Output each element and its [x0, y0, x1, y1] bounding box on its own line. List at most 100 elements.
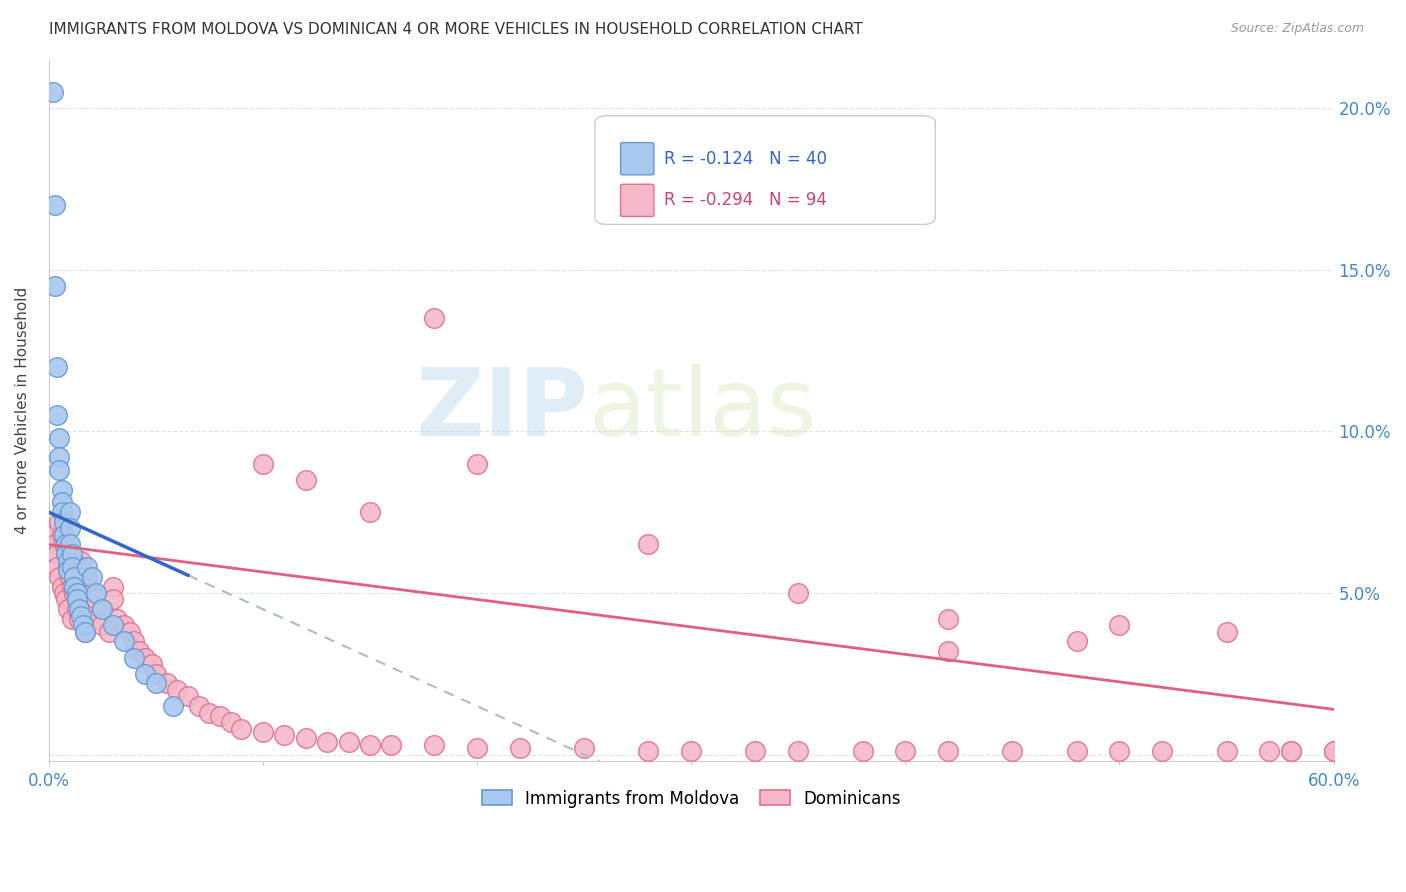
Legend: Immigrants from Moldova, Dominicans: Immigrants from Moldova, Dominicans — [474, 781, 908, 816]
Point — [65, 586, 87, 600]
Point — [84, 612, 107, 626]
Point — [219, 715, 242, 730]
Point — [56, 560, 79, 574]
Point — [72, 612, 94, 626]
Point — [55, 547, 77, 561]
Point — [101, 592, 124, 607]
Point — [70, 554, 93, 568]
Point — [112, 618, 135, 632]
Point — [72, 618, 94, 632]
Point — [744, 744, 766, 758]
Point — [187, 699, 209, 714]
Point — [60, 580, 83, 594]
Point — [59, 521, 82, 535]
Point — [65, 602, 87, 616]
FancyBboxPatch shape — [595, 116, 935, 225]
Point — [52, 515, 75, 529]
Point — [294, 473, 316, 487]
Point — [936, 612, 959, 626]
Point — [359, 738, 381, 752]
Point — [84, 592, 107, 607]
Point — [44, 198, 66, 212]
Point — [56, 602, 79, 616]
Point — [60, 560, 83, 574]
Point — [52, 528, 75, 542]
Point — [56, 563, 79, 577]
Point — [51, 495, 73, 509]
Point — [84, 586, 107, 600]
Point — [423, 738, 446, 752]
Point — [48, 515, 70, 529]
Text: atlas: atlas — [588, 364, 817, 457]
Point — [63, 586, 86, 600]
Point — [55, 592, 77, 607]
Point — [936, 744, 959, 758]
Point — [101, 618, 124, 632]
Point — [572, 741, 595, 756]
Point — [787, 586, 810, 600]
Point — [76, 570, 98, 584]
Point — [48, 570, 70, 584]
Point — [145, 666, 167, 681]
Point — [1001, 744, 1024, 758]
Point — [1323, 744, 1346, 758]
Point — [48, 463, 70, 477]
Point — [465, 741, 488, 756]
Point — [59, 537, 82, 551]
Point — [134, 650, 156, 665]
Point — [75, 624, 97, 639]
Point — [80, 586, 103, 600]
Point — [63, 570, 86, 584]
Y-axis label: 4 or more Vehicles in Household: 4 or more Vehicles in Household — [15, 286, 30, 534]
Point — [316, 734, 339, 748]
Point — [51, 505, 73, 519]
Point — [65, 592, 87, 607]
Point — [46, 560, 69, 574]
Point — [63, 580, 86, 594]
Point — [75, 624, 97, 639]
Point — [80, 602, 103, 616]
Point — [509, 741, 531, 756]
Point — [1066, 634, 1088, 648]
Point — [380, 738, 402, 752]
Point — [145, 676, 167, 690]
Point — [67, 602, 90, 616]
Point — [97, 624, 120, 639]
Point — [231, 722, 253, 736]
Point — [209, 708, 232, 723]
Point — [44, 537, 66, 551]
Point — [55, 537, 77, 551]
Point — [177, 690, 200, 704]
Point — [337, 734, 360, 748]
Point — [112, 634, 135, 648]
Point — [1066, 744, 1088, 758]
Text: IMMIGRANTS FROM MOLDOVA VS DOMINICAN 4 OR MORE VEHICLES IN HOUSEHOLD CORRELATION: IMMIGRANTS FROM MOLDOVA VS DOMINICAN 4 O… — [49, 22, 863, 37]
Point — [637, 744, 659, 758]
Point — [252, 725, 274, 739]
Point — [42, 528, 65, 542]
Point — [46, 547, 69, 561]
Point — [423, 311, 446, 326]
Point — [124, 650, 146, 665]
Point — [59, 570, 82, 584]
Point — [101, 580, 124, 594]
Point — [894, 744, 917, 758]
FancyBboxPatch shape — [620, 185, 654, 217]
Point — [60, 547, 83, 561]
Point — [1258, 744, 1281, 758]
Point — [1323, 744, 1346, 758]
Point — [44, 278, 66, 293]
Point — [59, 505, 82, 519]
Point — [359, 505, 381, 519]
Point — [48, 431, 70, 445]
Point — [1215, 744, 1237, 758]
Point — [936, 644, 959, 658]
Point — [48, 450, 70, 465]
Point — [52, 537, 75, 551]
Point — [42, 85, 65, 99]
Text: ZIP: ZIP — [416, 364, 588, 457]
Point — [67, 612, 90, 626]
Point — [1108, 618, 1130, 632]
Point — [91, 618, 114, 632]
FancyBboxPatch shape — [620, 143, 654, 175]
